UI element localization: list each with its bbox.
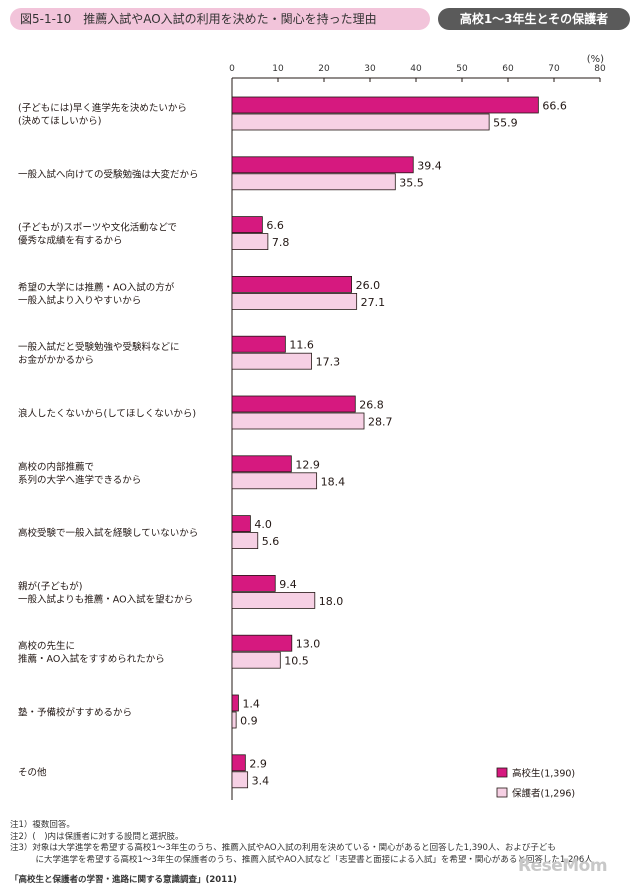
legend-swatch [496,767,508,778]
data-label: 2.9 [249,757,267,770]
bar-parents [231,711,237,729]
bar-parents [231,233,269,251]
bar-parents [231,412,365,430]
data-label: 0.9 [240,715,258,728]
category-label: 一般入試より入りやすいから [18,294,141,306]
x-tick-label: 30 [364,64,376,74]
bar-parents [231,173,396,191]
category-label: 高校受験で一般入試を経験していないから [18,527,198,539]
axis-unit-label: (%) [587,54,604,65]
bar-students [231,96,539,114]
bar-parents [231,651,281,669]
bar-students [231,634,293,652]
data-label: 11.6 [289,339,314,352]
bar-parents [231,352,312,370]
x-tick-label: 60 [502,64,514,74]
category-label: 浪人したくないから(してほしくないから) [18,408,196,420]
bar-parents [231,532,259,549]
data-label: 66.6 [542,100,567,113]
data-label: 7.8 [272,236,290,249]
category-label: お金がかかるから [18,354,94,366]
audience-badge: 高校1～3年生とその保護者 [438,8,630,30]
category-label: (決めてほしいから) [18,115,101,127]
data-label: 10.5 [284,655,309,668]
category-label: 優秀な成績を有するから [18,235,123,247]
data-label: 18.4 [321,475,346,488]
x-tick-label: 0 [229,64,235,74]
data-label: 55.9 [493,117,518,130]
category-label: (子どもには)早く進学先を決めたいから [18,102,187,114]
data-label: 27.1 [361,296,386,309]
x-tick-label: 40 [410,64,422,74]
data-label: 3.4 [252,774,270,787]
data-label: 6.6 [266,219,284,232]
figure-title-banner: 図5-1-10 推薦入試やAO入試の利用を決めた・関心を持った理由 [10,8,430,30]
data-label: 9.4 [279,578,297,591]
resemom-watermark: ReseMom [518,856,608,876]
data-label: 13.0 [296,638,321,651]
x-tick-label: 10 [272,64,284,74]
bar-students [231,694,239,712]
x-tick-label: 50 [456,64,468,74]
category-label: 希望の大学には推薦・AO入試の方が [18,281,175,293]
bar-students [231,455,292,473]
audience-badge-label: 高校1～3年生とその保護者 [459,12,609,26]
figure-title: 図5-1-10 推薦入試やAO入試の利用を決めた・関心を持った理由 [20,12,377,26]
data-label: 18.0 [319,595,344,608]
bar-parents [231,113,490,131]
bar-students [231,754,246,772]
legend-label: 保護者(1,296) [512,788,575,800]
data-label: 17.3 [316,356,341,369]
category-label: 系列の大学へ進学できるから [18,474,141,486]
bar-parents [231,472,318,490]
legend-swatch [496,787,508,798]
category-label: 推薦・AO入試をすすめられたから [18,653,165,665]
data-label: 35.5 [399,176,424,189]
data-label: 5.6 [262,535,280,548]
footnote-3: 注3）対象は大学進学を希望する高校1～3年生のうち、推薦入試やAO入試の利用を決… [10,843,556,853]
data-label: 26.0 [356,279,381,292]
footnote-2: 注2）( )内は保護者に対する設問と選択肢。 [10,831,184,842]
category-label: 親が(子どもが) [18,580,82,592]
category-label: (子どもが)スポーツや文化活動などで [18,222,177,234]
bar-students [231,156,414,174]
x-tick-label: 20 [318,64,330,74]
data-label: 39.4 [417,159,442,172]
category-label: 塾・予備校がすすめるから [18,707,132,719]
bar-parents [231,771,249,789]
source-citation: 「高校生と保護者の学習・進路に関する意識調査」(2011) [10,875,237,885]
category-label: 高校の先生に [18,640,75,652]
category-label: 一般入試へ向けての受験勉強は大変だから [18,168,199,180]
footnote-3-cont: に大学進学を希望する高校1～3年生の保護者のうち、推薦入試やAO入試など「志望書… [10,854,593,865]
bar-students [231,275,352,293]
footnotes: 注1）複数回答。 注2）( )内は保護者に対する設問と選択肢。 注3）対象は大学… [10,820,630,866]
category-label: 一般入試よりも推薦・AO入試を望むから [18,593,193,605]
bar-students [231,216,263,234]
data-label: 26.8 [359,399,384,412]
footnote-1: 注1）複数回答。 [10,820,75,830]
bar-students [231,515,251,532]
bar-parents [231,292,358,310]
category-label: その他 [18,766,47,778]
x-tick-label: 70 [548,64,560,74]
legend-label: 高校生(1,390) [512,768,575,780]
bar-parents [231,592,316,609]
data-label: 1.4 [242,698,260,711]
category-label: 高校の内部推薦で [18,461,94,473]
bar-students [231,335,286,353]
data-label: 4.0 [254,518,272,531]
data-label: 28.7 [368,416,393,429]
x-tick-label: 80 [594,64,606,74]
bar-students [231,575,276,592]
data-label: 12.9 [295,458,320,471]
category-label: 一般入試だと受験勉強や受験料などに [18,341,180,353]
bar-students [231,395,356,413]
